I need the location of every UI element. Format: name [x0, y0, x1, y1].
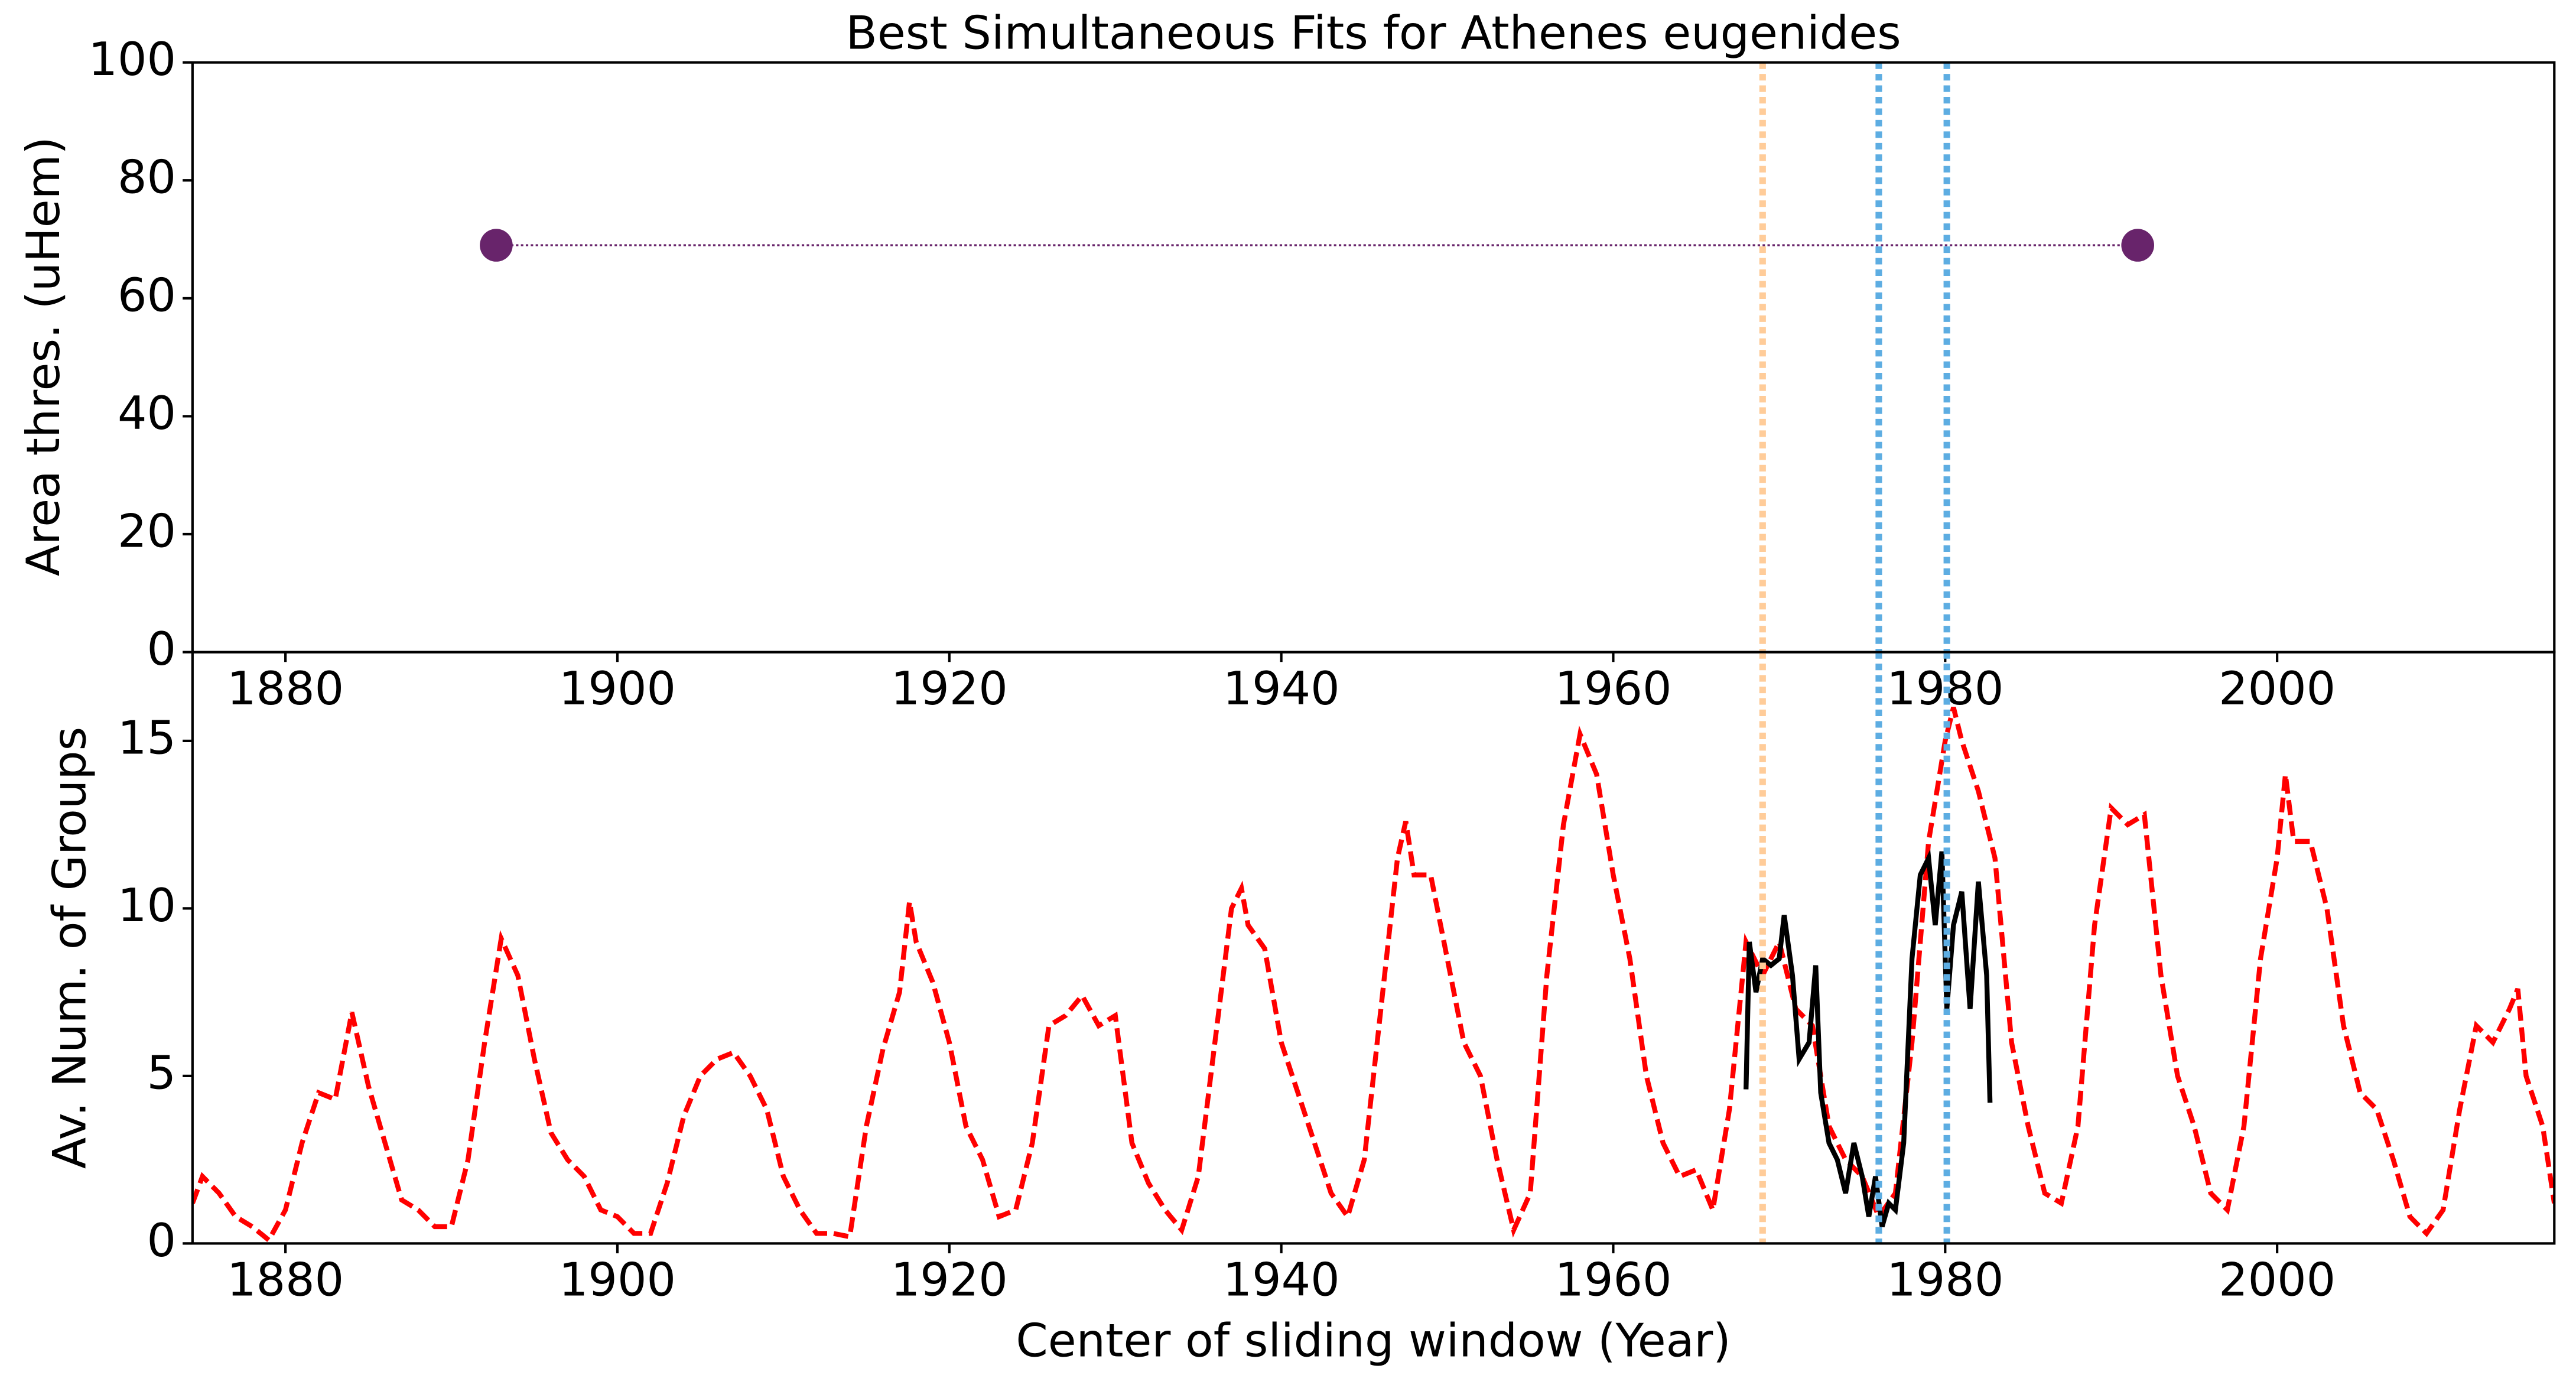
chart-title: Best Simultaneous Fits for Athenes eugen…: [845, 7, 1901, 60]
y-tick-label: 20: [118, 505, 176, 558]
y-tick-label: 5: [147, 1046, 176, 1100]
data-line: [192, 707, 2555, 1244]
y-tick-label: 0: [147, 623, 176, 676]
x-tick-label: 1980: [1887, 1254, 2003, 1307]
x-tick-label: 1900: [559, 1254, 676, 1307]
point: [2121, 229, 2154, 262]
x-tick-label: 1940: [1223, 662, 1340, 716]
plot-frame: [191, 61, 2556, 654]
x-tick-label: 1920: [891, 662, 1008, 716]
plot-frame: [191, 651, 2556, 1245]
x-axis-label: Center of sliding window (Year): [1016, 1314, 1731, 1367]
y-axis-label: Av. Num. of Groups: [43, 727, 96, 1169]
x-tick-label: 1960: [1554, 662, 1671, 716]
data-line: [1744, 849, 1993, 1228]
y-axis-label: Area thres. (uHem): [17, 136, 70, 576]
y-tick-label: 40: [118, 387, 176, 440]
x-tick-label: 2000: [2219, 1254, 2336, 1307]
y-tick-label: 10: [118, 879, 176, 932]
y-tick-label: 0: [147, 1214, 176, 1267]
y-tick-label: 60: [118, 269, 176, 322]
x-tick-label: 1960: [1554, 1254, 1671, 1307]
x-tick-label: 1920: [891, 1254, 1008, 1307]
x-tick-label: 2000: [2219, 662, 2336, 716]
point: [480, 229, 513, 262]
x-tick-label: 1880: [227, 1254, 344, 1307]
x-tick-label: 1880: [227, 662, 344, 716]
x-tick-label: 1900: [559, 662, 676, 716]
y-tick-label: 15: [118, 711, 176, 765]
y-tick-label: 100: [88, 33, 176, 86]
y-tick-label: 80: [118, 151, 176, 204]
x-tick-label: 1940: [1223, 1254, 1340, 1307]
